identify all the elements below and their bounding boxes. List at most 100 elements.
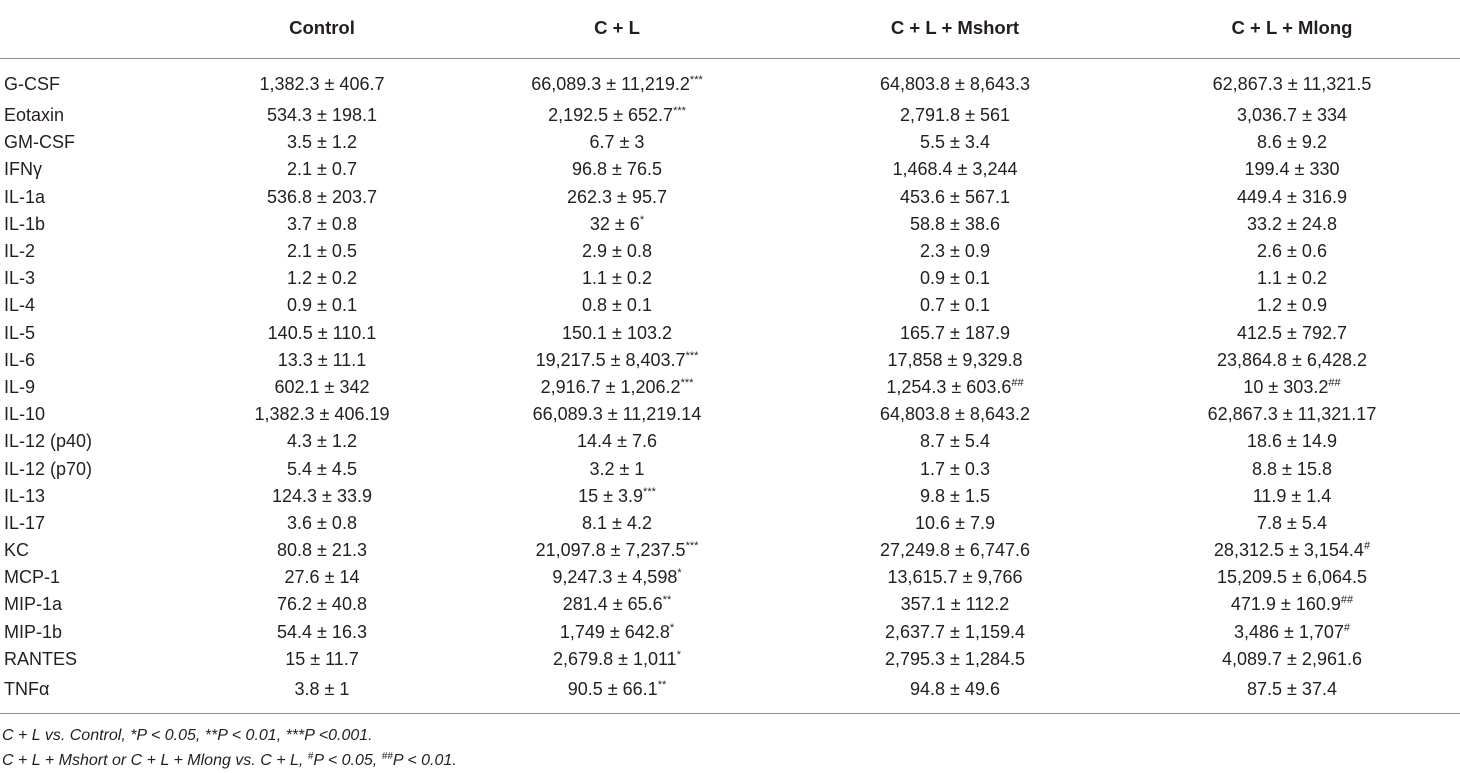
- table-cell: 0.9 ± 0.1: [786, 265, 1124, 292]
- row-label: IL-17: [4, 512, 46, 533]
- table-cell: 150.1 ± 103.2: [448, 320, 786, 347]
- row-label: IL-12 (p70): [4, 458, 93, 479]
- table-cell: 262.3 ± 95.7: [448, 184, 786, 211]
- table-cell: 17,858 ± 9,329.8: [786, 347, 1124, 374]
- cell-value: 1.2 ± 0.9: [1257, 295, 1327, 316]
- table-row: IFNγ 2.1 ± 0.7 96.8 ± 76.5 1,468.4 ± 3,244 1…: [0, 156, 1460, 183]
- table-cell: 281.4 ± 65.6**: [448, 591, 786, 618]
- row-label: IL-1b: [4, 213, 46, 234]
- table-cell: 1.2 ± 0.9: [1124, 292, 1460, 319]
- table-row: IL-9 602.1 ± 342 2,916.7 ± 1,206.2*** 1,254…: [0, 374, 1460, 401]
- footnote-1-prefix: C + L vs. Control,: [2, 726, 131, 744]
- table-cell: 9.8 ± 1.5: [786, 483, 1124, 510]
- cell-value: 2,791.8 ± 561: [900, 105, 1010, 126]
- table-cell: 62,867.3 ± 11,321.17: [1124, 401, 1460, 428]
- table-cell: 6.7 ± 3: [448, 129, 786, 156]
- cell-value: 2.6 ± 0.6: [1257, 241, 1327, 262]
- footnote-2-mark-1: #: [307, 750, 314, 762]
- cell-value: 471.9 ± 160.9: [1230, 594, 1341, 615]
- cell-value: 15 ± 11.7: [285, 648, 359, 669]
- table-row: IL-5 140.5 ± 110.1 150.1 ± 103.2 165.7 ± 18…: [0, 320, 1460, 347]
- cell-value: 54.4 ± 16.3: [277, 621, 367, 642]
- cell-value: 1,749 ± 642.8: [559, 621, 670, 642]
- cytokine-table: Control C + L C + L + Mshort C + L + Mlo…: [0, 0, 1460, 714]
- cell-value: 8.1 ± 4.2: [582, 512, 652, 533]
- significance-mark: ***: [643, 485, 656, 498]
- table-cell: 357.1 ± 112.2: [786, 591, 1124, 618]
- table-cell: 87.5 ± 37.4: [1124, 672, 1460, 714]
- table-cell: 96.8 ± 76.5: [448, 156, 786, 183]
- significance-mark: ***: [689, 74, 703, 86]
- table-cell: 1,749 ± 642.8*: [448, 619, 786, 646]
- cell-value: 13.3 ± 11.1: [277, 349, 367, 370]
- row-label: IL-5: [4, 322, 36, 343]
- significance-mark: ***: [680, 376, 694, 389]
- column-header-c-l-mlong: C + L + Mlong: [1124, 0, 1460, 59]
- table-cell: 2,679.8 ± 1,011*: [448, 646, 786, 673]
- cell-value: 2,679.8 ± 1,011: [553, 648, 677, 669]
- table-row: IL-12 (p40) 4.3 ± 1.2 14.4 ± 7.6 8.7 ± 5.4 1…: [0, 428, 1460, 455]
- table-row: TNFα 3.8 ± 1 90.5 ± 66.1** 94.8 ± 49.6 87.5 …: [0, 672, 1460, 714]
- cell-value: 9.8 ± 1.5: [920, 485, 990, 506]
- cell-value: 62,867.3 ± 11,321.5: [1212, 74, 1372, 94]
- table-cell: 27,249.8 ± 6,747.6: [786, 537, 1124, 564]
- table-cell: 76.2 ± 40.8: [196, 591, 448, 618]
- table-cell: 5.4 ± 4.5: [196, 455, 448, 482]
- table-cell: 3.2 ± 1: [448, 455, 786, 482]
- cell-value: 2.9 ± 0.8: [582, 241, 652, 262]
- cell-value: 124.3 ± 33.9: [272, 485, 372, 506]
- table-cell: 11.9 ± 1.4: [1124, 483, 1460, 510]
- table-cell: 15 ± 11.7: [196, 646, 448, 673]
- footnote-1-part-2: **P < 0.01,: [204, 726, 286, 744]
- cell-value: 0.7 ± 0.1: [920, 295, 990, 316]
- cell-value: 534.3 ± 198.1: [267, 105, 377, 126]
- table-cell: 80.8 ± 21.3: [196, 537, 448, 564]
- cell-value: 2.1 ± 0.7: [287, 159, 357, 180]
- footnote-line-2: C + L + Mshort or C + L + Mlong vs. C + …: [2, 748, 1460, 773]
- table-cell: 54.4 ± 16.3: [196, 619, 448, 646]
- table-cell: 4.3 ± 1.2: [196, 428, 448, 455]
- table-cell: 536.8 ± 203.7: [196, 184, 448, 211]
- table-cell: 14.4 ± 7.6: [448, 428, 786, 455]
- table-cell: 1,468.4 ± 3,244: [786, 156, 1124, 183]
- cell-value: 412.5 ± 792.7: [1237, 322, 1347, 343]
- table-row: Eotaxin 534.3 ± 198.1 2,192.5 ± 652.7*** 2,…: [0, 102, 1460, 129]
- table-cell: 3,036.7 ± 334: [1124, 102, 1460, 129]
- table-cell: 0.7 ± 0.1: [786, 292, 1124, 319]
- cell-value: 66,089.3 ± 11,219.2: [531, 74, 690, 94]
- cell-value: 5.5 ± 3.4: [920, 132, 990, 153]
- table-cell: 1,382.3 ± 406.19: [196, 401, 448, 428]
- cell-value: 2.1 ± 0.5: [287, 241, 357, 262]
- table-cell: 23,864.8 ± 6,428.2: [1124, 347, 1460, 374]
- cell-value: 2,916.7 ± 1,206.2: [540, 376, 681, 397]
- table-cell: 8.7 ± 5.4: [786, 428, 1124, 455]
- cell-value: 1.1 ± 0.2: [1257, 268, 1327, 289]
- row-label: GM-CSF: [4, 132, 75, 153]
- table-cell: 4,089.7 ± 2,961.6: [1124, 646, 1460, 673]
- cell-value: 11.9 ± 1.4: [1252, 485, 1332, 506]
- table-cell: 453.6 ± 567.1: [786, 184, 1124, 211]
- table-cell: 15,209.5 ± 6,064.5: [1124, 564, 1460, 591]
- table-cell: 7.8 ± 5.4: [1124, 510, 1460, 537]
- table-cell: 15 ± 3.9***: [448, 483, 786, 510]
- table-row: GM-CSF 3.5 ± 1.2 6.7 ± 3 5.5 ± 3.4 8.6 ± 9.2: [0, 129, 1460, 156]
- column-header-c-l: C + L: [448, 0, 786, 59]
- table-cell: 124.3 ± 33.9: [196, 483, 448, 510]
- cell-value: 19,217.5 ± 8,403.7: [535, 349, 686, 370]
- table-cell: 5.5 ± 3.4: [786, 129, 1124, 156]
- table-cell: 165.7 ± 187.9: [786, 320, 1124, 347]
- table-cell: 3,486 ± 1,707#: [1124, 619, 1460, 646]
- cell-value: 64,803.8 ± 8,643.3: [879, 74, 1030, 94]
- cell-value: 281.4 ± 65.6: [562, 594, 663, 615]
- table-cell: 1.1 ± 0.2: [1124, 265, 1460, 292]
- cell-value: 2.3 ± 0.9: [920, 241, 990, 262]
- cell-value: 4.3 ± 1.2: [287, 431, 357, 452]
- table-cell: 3.7 ± 0.8: [196, 211, 448, 238]
- table-cell: 199.4 ± 330: [1124, 156, 1460, 183]
- row-label: TNFα: [0, 672, 196, 714]
- table-cell: 66,089.3 ± 11,219.2***: [448, 59, 786, 103]
- table-cell: 2,795.3 ± 1,284.5: [786, 646, 1124, 673]
- cell-value: 8.6 ± 9.2: [1257, 132, 1327, 153]
- table-cell: 1.1 ± 0.2: [448, 265, 786, 292]
- table-cell: 3.6 ± 0.8: [196, 510, 448, 537]
